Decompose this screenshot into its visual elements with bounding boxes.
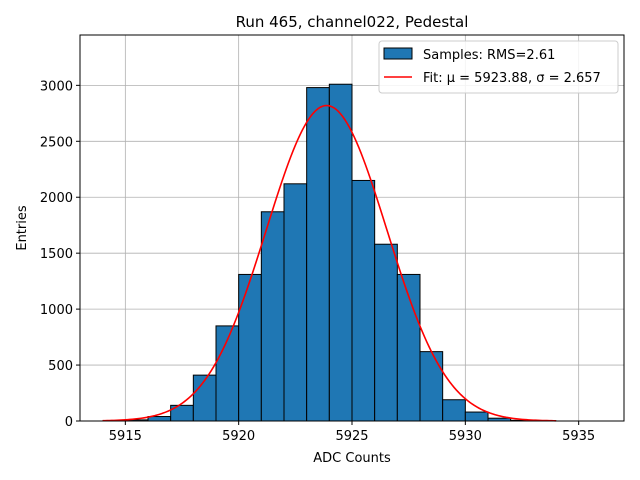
histogram-bar: [374, 243, 398, 422]
histogram-bar: [464, 411, 489, 422]
y-axis-ticks: 0 500 1000 1500 2000 2500 3000: [40, 79, 80, 430]
histogram-bar: [419, 351, 444, 422]
legend-fit-label: Fit: μ = 5923.88, σ = 2.657: [423, 71, 601, 86]
legend-histogram-swatch: [383, 47, 413, 60]
x-tick-label: 5925: [335, 429, 368, 444]
histogram-bar: [351, 179, 376, 422]
legend-box: [378, 40, 619, 94]
histogram-bar: [306, 87, 330, 422]
histogram-bar: [260, 211, 285, 422]
x-tick-label: 5920: [222, 429, 255, 444]
y-tick-label: 0: [65, 415, 73, 430]
chart-title: Run 465, channel022, Pedestal: [236, 13, 469, 31]
y-tick-label: 2000: [40, 191, 73, 206]
histogram-bar: [238, 273, 262, 422]
histogram-bar: [328, 83, 353, 422]
y-tick-label: 1500: [40, 247, 73, 262]
y-tick-label: 2500: [40, 135, 73, 150]
fit-curve: [102, 104, 557, 422]
histogram-bar: [192, 374, 217, 422]
y-axis-label: Entries: [15, 205, 30, 251]
y-tick-label: 1000: [40, 303, 73, 318]
legend: Samples: RMS=2.61 Fit: μ = 5923.88, σ = …: [378, 40, 619, 94]
legend-histogram-label: Samples: RMS=2.61: [423, 48, 555, 63]
histogram-bar: [283, 183, 308, 422]
x-tick-label: 5935: [562, 429, 595, 444]
y-tick-label: 3000: [40, 79, 73, 94]
x-tick-label: 5930: [449, 429, 482, 444]
histogram-bar: [442, 399, 466, 422]
x-tick-label: 5915: [109, 429, 142, 444]
x-axis-ticks: 5915 5920 5925 5930 5935: [109, 421, 595, 444]
x-axis-label: ADC Counts: [313, 451, 391, 466]
y-tick-label: 500: [48, 359, 73, 374]
histogram-bars: [102, 83, 557, 422]
